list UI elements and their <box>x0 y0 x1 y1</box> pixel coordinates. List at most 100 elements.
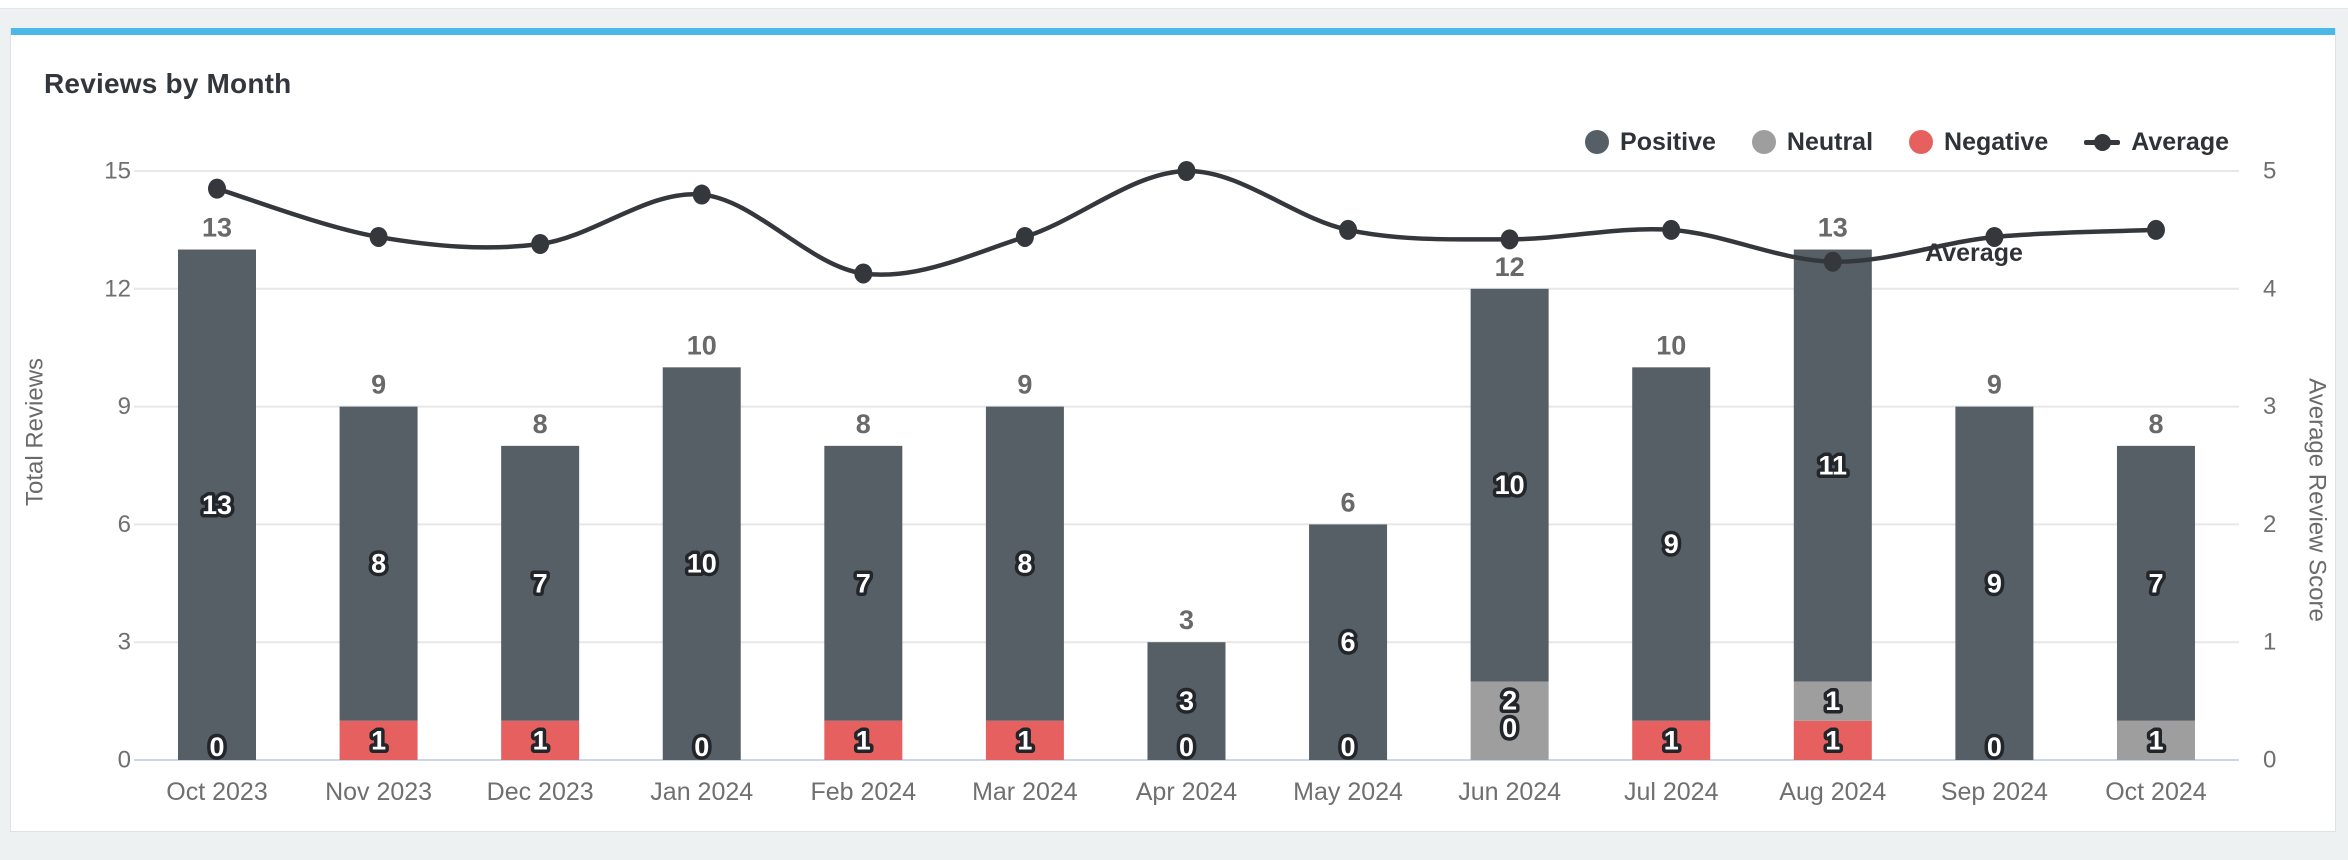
legend-line-marker <box>2084 133 2121 151</box>
negative-count-label: 1 <box>1664 725 1679 755</box>
bar-segment-positive[interactable] <box>824 445 903 721</box>
bar-segment-positive[interactable] <box>1793 249 1872 682</box>
positive-count-label: 6 <box>1341 627 1356 657</box>
chart-title: Reviews by Month <box>44 68 292 99</box>
negative-count-label: 0 <box>1179 732 1194 762</box>
bar-total-label: 10 <box>1656 330 1686 360</box>
average-line[interactable] <box>216 168 2157 277</box>
right-axis-tick: 4 <box>2263 275 2276 302</box>
positive-count-label: 9 <box>1664 529 1679 559</box>
legend-swatch-positive <box>1585 130 1610 154</box>
neutral-count-label: 1 <box>2148 725 2163 755</box>
bar-segment-positive[interactable] <box>1955 406 2034 760</box>
bar-total-label: 8 <box>533 409 548 439</box>
positive-count-label: 3 <box>1179 686 1194 716</box>
month-label: Oct 2024 <box>2105 778 2207 806</box>
negative-count-label: 1 <box>1017 725 1032 755</box>
legend-item-neutral[interactable]: Neutral <box>1751 128 1873 157</box>
negative-count-label: 0 <box>694 732 709 762</box>
bar-segment-negative[interactable] <box>985 720 1064 760</box>
bar-segment-positive[interactable] <box>1309 524 1388 760</box>
average-line-point[interactable] <box>1177 161 1196 181</box>
bar-segment-neutral[interactable] <box>2116 720 2195 760</box>
average-line-point[interactable] <box>369 226 388 247</box>
average-line-point[interactable] <box>854 263 873 284</box>
left-axis-tick: 3 <box>118 629 131 656</box>
bar-total-label: 9 <box>371 370 386 400</box>
legend-item-average[interactable]: Average <box>2084 128 2229 157</box>
right-axis-tick: 0 <box>2263 747 2276 774</box>
month-label: Apr 2024 <box>1136 778 1238 806</box>
average-series-label: Average <box>1925 239 2023 267</box>
legend-label: Average <box>2131 127 2229 156</box>
bar-segment-positive[interactable] <box>1632 367 1711 721</box>
positive-count-label: 7 <box>533 568 548 598</box>
left-axis-title: Total Reviews <box>22 358 49 506</box>
average-line-point[interactable] <box>2146 219 2165 240</box>
bar-segment-negative[interactable] <box>824 720 903 760</box>
bar-segment-positive[interactable] <box>501 445 580 721</box>
left-axis-tick: 0 <box>118 747 131 774</box>
average-line-point[interactable] <box>531 234 550 255</box>
bar-total-label: 13 <box>202 213 232 243</box>
left-axis-tick: 12 <box>104 275 131 302</box>
average-line-point[interactable] <box>1500 229 1519 250</box>
positive-count-label: 8 <box>371 549 386 579</box>
bar-segment-positive[interactable] <box>178 249 256 761</box>
window-top-strip <box>0 0 2348 9</box>
bar-total-label: 6 <box>1341 487 1356 517</box>
average-line-point[interactable] <box>1823 251 1842 272</box>
bar-total-label: 9 <box>1987 370 2002 400</box>
legend-item-positive[interactable]: Positive <box>1585 128 1716 157</box>
bar-segment-positive[interactable] <box>985 406 1064 721</box>
bar-segment-negative[interactable] <box>501 720 580 760</box>
bar-segment-positive[interactable] <box>662 367 741 760</box>
legend-item-negative[interactable]: Negative <box>1909 128 2048 157</box>
positive-count-label: 9 <box>1987 568 2002 598</box>
bar-segment-neutral[interactable] <box>1793 681 1872 721</box>
bar-segment-positive[interactable] <box>1470 288 1549 682</box>
month-label: Oct 2023 <box>166 778 267 806</box>
bar-total-label: 3 <box>1179 605 1194 635</box>
bar-segment-positive[interactable] <box>2116 445 2195 721</box>
month-label: Feb 2024 <box>810 778 916 806</box>
month-label: May 2024 <box>1293 778 1403 806</box>
month-label: Mar 2024 <box>972 778 1078 806</box>
negative-count-label: 0 <box>1341 732 1356 762</box>
bar-segment-neutral[interactable] <box>1470 681 1549 760</box>
bar-segment-negative[interactable] <box>1632 720 1711 760</box>
month-label: Sep 2024 <box>1941 778 2048 806</box>
month-label: Nov 2023 <box>325 778 432 806</box>
bar-segment-positive[interactable] <box>1147 642 1226 760</box>
negative-count-label: 1 <box>533 725 548 755</box>
negative-count-label: 0 <box>1987 732 2002 762</box>
bar-segment-negative[interactable] <box>339 720 418 760</box>
left-axis-tick: 9 <box>118 393 131 420</box>
bar-total-label: 12 <box>1495 252 1525 282</box>
positive-count-label: 7 <box>2148 568 2163 598</box>
chart-legend: Positive Neutral Negative Average <box>1585 122 2229 162</box>
bar-total-label: 10 <box>687 330 717 360</box>
month-label: Jan 2024 <box>650 778 753 806</box>
right-axis-tick: 1 <box>2263 629 2276 656</box>
positive-count-label: 7 <box>856 568 871 598</box>
average-line-point[interactable] <box>1015 226 1034 247</box>
right-axis-tick: 3 <box>2263 393 2276 420</box>
positive-count-label: 10 <box>1495 470 1525 500</box>
right-axis-tick: 2 <box>2263 511 2276 538</box>
average-line-point[interactable] <box>1985 226 2004 247</box>
bar-segment-positive[interactable] <box>339 406 418 721</box>
left-axis-tick: 6 <box>118 511 131 538</box>
average-line-point[interactable] <box>692 184 711 205</box>
average-line-point[interactable] <box>1339 219 1358 240</box>
month-label: Jun 2024 <box>1458 778 1561 806</box>
bar-segment-negative[interactable] <box>1793 720 1872 760</box>
legend-swatch-neutral <box>1751 130 1776 154</box>
card-accent-bar <box>11 28 2335 35</box>
negative-count-label: 0 <box>1502 713 1517 743</box>
negative-count-label: 1 <box>856 725 871 755</box>
average-line-point[interactable] <box>208 178 226 199</box>
average-line-point[interactable] <box>1662 219 1681 240</box>
bar-total-label: 13 <box>1818 213 1848 243</box>
